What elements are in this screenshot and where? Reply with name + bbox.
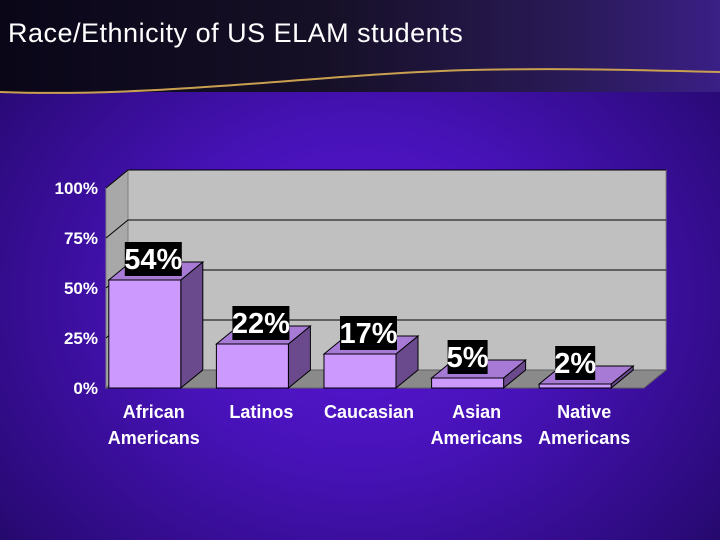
x-tick-label: African Americans [108, 402, 200, 448]
bar-front [108, 279, 182, 389]
data-label-box [447, 340, 488, 374]
y-tick-label: 75% [64, 229, 98, 248]
bar-1 [107, 260, 205, 390]
data-label: 5% [447, 342, 489, 374]
y-tick-label: 50% [64, 279, 98, 298]
bar-side [180, 260, 204, 390]
data-label: 54% [124, 244, 182, 276]
bar-front [215, 343, 289, 389]
data-label-box [555, 346, 596, 380]
x-tick-label: Asian Americans [431, 402, 523, 448]
x-tick-label: Latinos [229, 402, 293, 422]
data-label: 17% [339, 318, 397, 350]
data-label: 22% [232, 308, 290, 340]
gridline [105, 219, 666, 239]
data-label-box [124, 242, 182, 276]
bar-front [431, 377, 505, 389]
title-underline [0, 68, 720, 94]
y-tick-label: 25% [64, 329, 98, 348]
data-label-box [340, 316, 397, 350]
bar-front [323, 353, 397, 389]
y-tick-label: 100% [55, 179, 98, 198]
data-label: 2% [554, 348, 596, 380]
gridline [105, 169, 666, 189]
x-tick-label: Native Americans [538, 402, 630, 448]
bar-front [538, 383, 612, 389]
data-label-box [232, 306, 290, 340]
x-tick-label: Caucasian [324, 402, 414, 422]
y-tick-label: 0% [73, 379, 98, 398]
slide-title: Race/Ethnicity of US ELAM students [8, 18, 464, 48]
